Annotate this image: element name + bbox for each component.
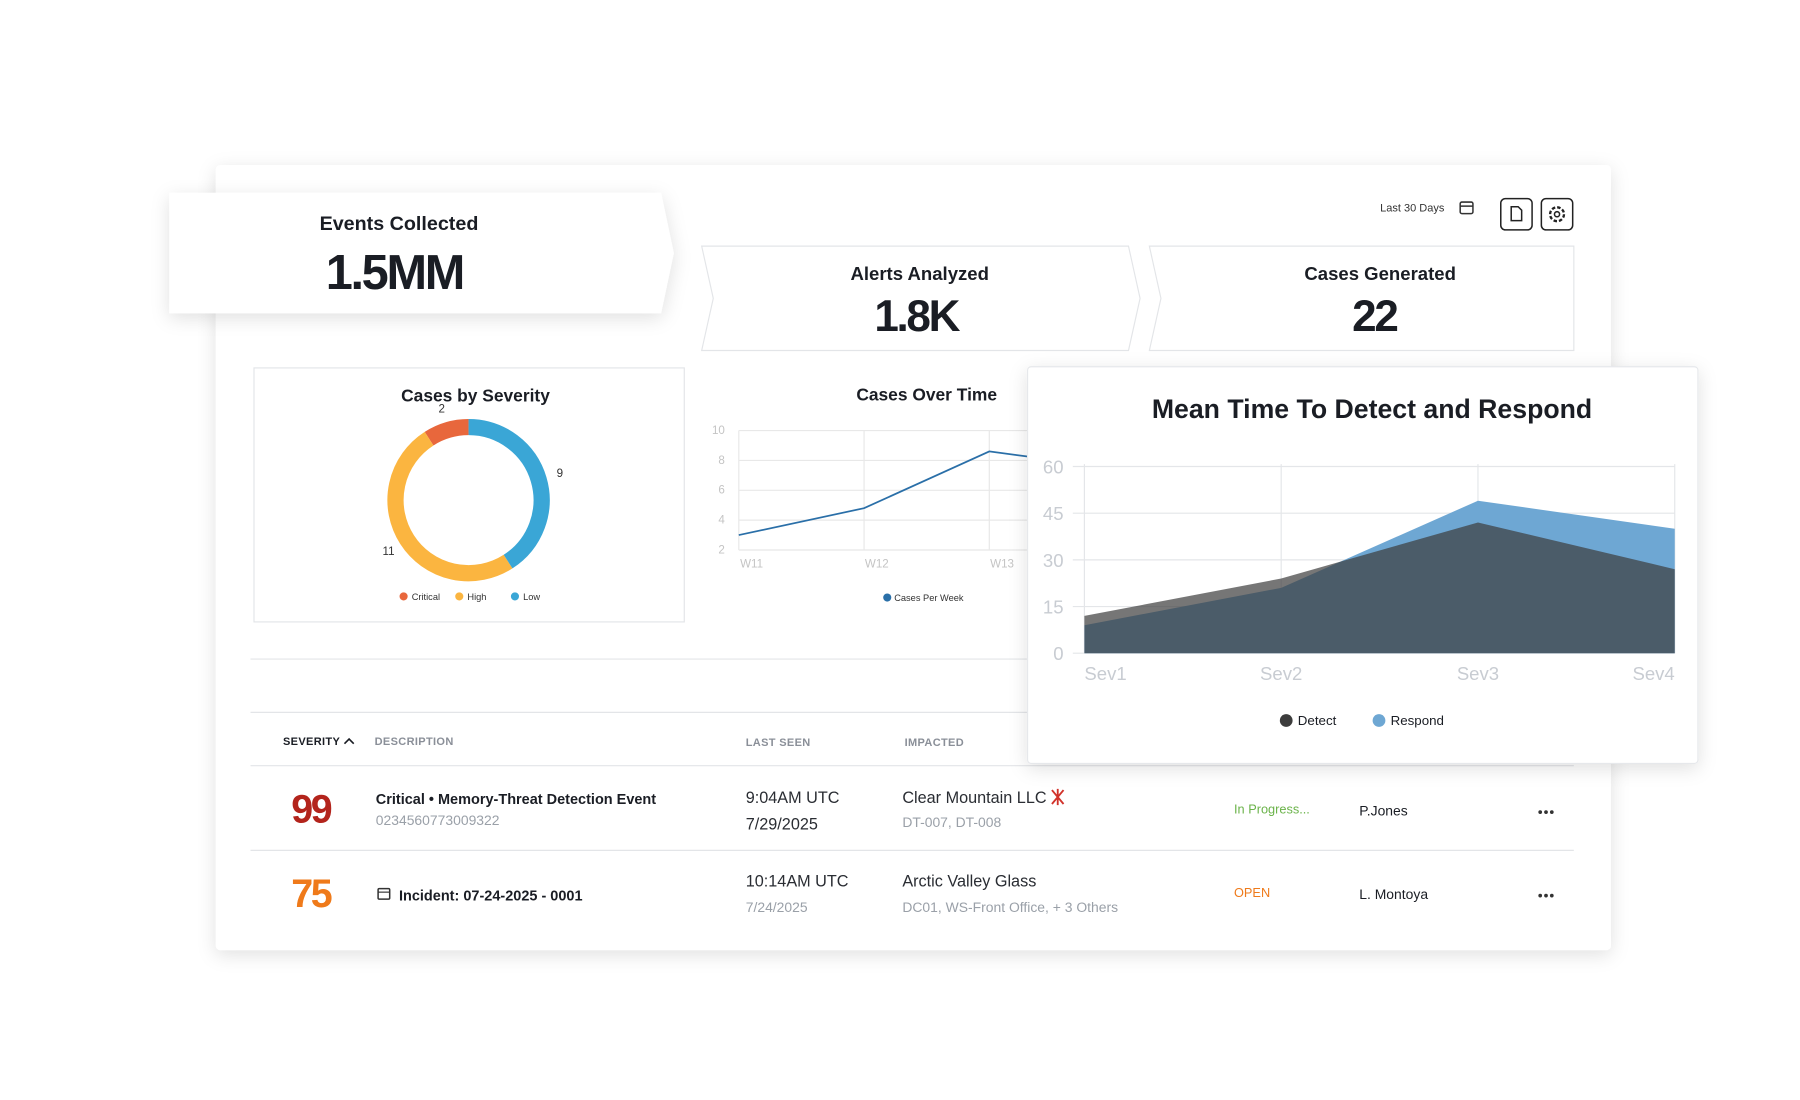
- row-menu[interactable]: [1538, 810, 1554, 814]
- legend-swatch: [510, 592, 520, 601]
- kpi-label: Cases Generated: [1304, 263, 1456, 284]
- x-tick-label: W13: [990, 558, 1014, 570]
- alert-icon: [1051, 788, 1065, 806]
- y-tick-label: 0: [1053, 643, 1063, 664]
- kpi-value: 1.5MM: [326, 246, 463, 300]
- date-range[interactable]: Last 30 Days: [1380, 202, 1445, 214]
- last-seen-date: 7/24/2025: [746, 899, 808, 915]
- legend-label: Detect: [1298, 713, 1337, 728]
- last-seen-time: 9:04AM UTC: [746, 789, 840, 807]
- description[interactable]: Incident: 07-24-2025 - 0001: [399, 888, 583, 904]
- settings-button[interactable]: [1540, 197, 1574, 231]
- chart-title: Mean Time To Detect and Respond: [1152, 394, 1592, 424]
- data-label: 2: [439, 403, 445, 415]
- legend-label: Cases Per Week: [894, 593, 964, 603]
- description[interactable]: Critical • Memory-Threat Detection Event: [376, 792, 657, 808]
- legend-swatch: [1372, 714, 1386, 727]
- assignee: L. Montoya: [1359, 886, 1428, 902]
- kpi-card: [700, 245, 1141, 352]
- kpi-label: Events Collected: [320, 213, 479, 235]
- chart-title: Cases by Severity: [401, 386, 550, 406]
- legend-swatch: [399, 592, 408, 601]
- donut-segment: [468, 418, 550, 569]
- impacted-assets: DT-007, DT-008: [902, 814, 1001, 830]
- legend-label: High: [467, 592, 486, 602]
- status: OPEN: [1234, 885, 1270, 900]
- legend-label: Critical: [412, 592, 440, 602]
- y-tick-label: 60: [1043, 456, 1064, 477]
- area-series: [1084, 522, 1675, 654]
- donut-chart: 2 11 9 Critical High Low: [383, 403, 563, 602]
- severity-score: 99: [291, 788, 332, 832]
- last-seen-date: 7/29/2025: [746, 816, 818, 834]
- row-menu[interactable]: [1538, 893, 1554, 898]
- y-tick-label: 30: [1043, 550, 1064, 571]
- y-tick-label: 8: [718, 455, 724, 467]
- x-tick-label: Sev2: [1260, 663, 1302, 684]
- x-tick-label: W11: [740, 558, 763, 570]
- y-tick-label: 15: [1043, 596, 1064, 617]
- legend-swatch: [1279, 714, 1293, 727]
- y-tick-label: 4: [718, 515, 725, 527]
- y-tick-label: 45: [1043, 503, 1064, 524]
- legend-label: Respond: [1391, 713, 1444, 728]
- kpi-value: 22: [1352, 292, 1397, 341]
- donut-segment: [387, 431, 513, 582]
- x-tick-label: Sev1: [1084, 663, 1126, 684]
- data-label: 9: [557, 468, 563, 480]
- impacted: Arctic Valley Glass: [902, 872, 1036, 890]
- kpi-card: [169, 192, 674, 314]
- area-chart: 0 15 30 45 60 Sev1 Sev2 Sev3 Sev4 Detect Respond: [1043, 456, 1676, 728]
- donut-segment: [424, 418, 469, 446]
- column-header[interactable]: LAST SEEN: [746, 737, 811, 749]
- last-seen-time: 10:14AM UTC: [746, 872, 849, 890]
- status: In Progress...: [1234, 801, 1310, 816]
- y-tick-label: 10: [712, 425, 725, 437]
- chart-card: [253, 367, 685, 623]
- impacted: Clear Mountain LLC: [902, 789, 1047, 807]
- data-label: 11: [383, 546, 395, 558]
- kpi-card: [1148, 245, 1575, 352]
- column-header[interactable]: SEVERITY: [283, 736, 341, 748]
- calendar-icon[interactable]: [1459, 201, 1474, 215]
- export-button[interactable]: [1500, 197, 1533, 231]
- column-header[interactable]: IMPACTED: [905, 737, 964, 749]
- x-tick-label: Sev3: [1457, 663, 1499, 684]
- impacted-assets: DC01, WS-Front Office, + 3 Others: [902, 899, 1118, 915]
- legend-label: Low: [523, 592, 540, 602]
- sort-icon[interactable]: [343, 737, 355, 745]
- assignee: P.Jones: [1359, 803, 1408, 819]
- kpi-label: Alerts Analyzed: [850, 263, 988, 284]
- x-tick-label: W12: [865, 558, 889, 570]
- legend-swatch: [455, 592, 464, 601]
- case-id: 0234560773009322: [376, 812, 500, 828]
- y-tick-label: 6: [718, 485, 724, 497]
- chart-title: Cases Over Time: [856, 384, 997, 404]
- x-tick-label: Sev4: [1632, 663, 1674, 684]
- severity-score: 75: [291, 872, 332, 916]
- column-header[interactable]: DESCRIPTION: [375, 736, 454, 748]
- kpi-value: 1.8K: [874, 292, 960, 341]
- y-tick-label: 2: [718, 544, 724, 556]
- incident-icon: [377, 887, 391, 900]
- legend-swatch: [883, 593, 892, 602]
